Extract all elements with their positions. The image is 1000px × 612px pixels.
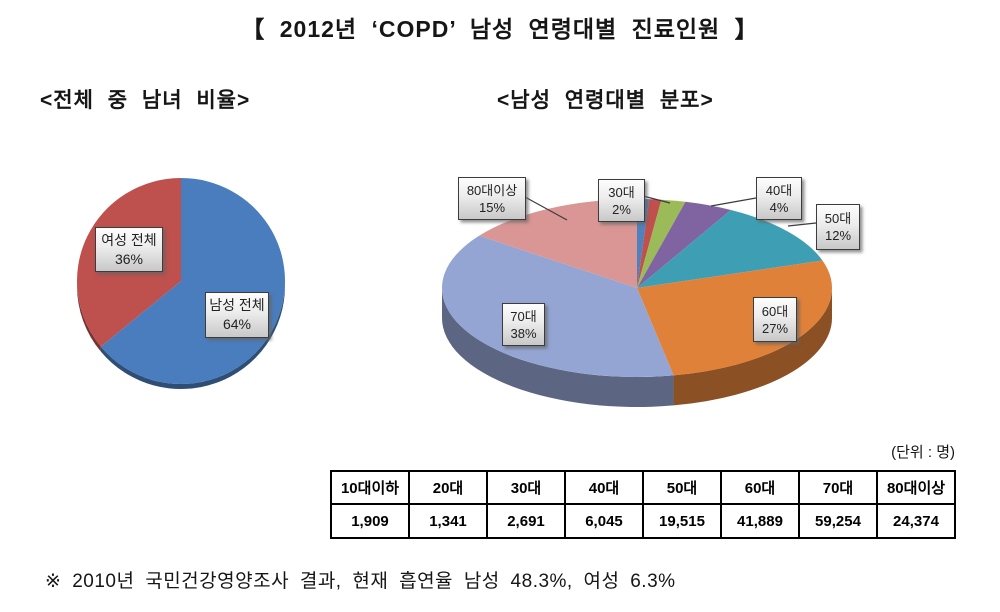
age-data-table: 10대이하 20대 30대 40대 50대 60대 70대 80대이상 1,909 1,341 2… — [330, 470, 956, 539]
pie-slice — [479, 199, 637, 288]
callout-value: 15% — [478, 199, 506, 215]
age-chart-subtitle: <남성 연령대별 분포> — [497, 89, 714, 112]
callout-value: 64% — [222, 316, 252, 332]
callout-male-total: 남성 전체 64% — [205, 292, 269, 338]
callout-leader-line — [524, 196, 568, 221]
callout-label: 60대 — [761, 303, 789, 319]
age-pie-chart — [441, 195, 832, 407]
footnote: ※ 2010년 국민건강영양조사 결과, 현재 흡연율 남성 48.3%, 여성… — [45, 571, 676, 592]
callout-label: 여성 전체 — [101, 231, 157, 248]
callout-label: 80대이상 — [466, 182, 518, 198]
callout-leader-line — [710, 197, 757, 207]
callout-age-70s: 70대 38% — [502, 303, 545, 346]
table-unit-label: (단위 : 명) — [891, 444, 955, 461]
pie-slice-side — [442, 288, 674, 407]
pie-slice — [637, 260, 832, 376]
callout-age-30s: 30대 2% — [598, 179, 645, 222]
callout-value: 36% — [114, 250, 144, 267]
callout-age-60s: 60대 27% — [753, 297, 797, 342]
age-group-header-cell: 60대 — [720, 470, 800, 505]
callout-age-50s: 50대 12% — [816, 204, 860, 250]
pie-slice — [441, 235, 674, 377]
pie-slice-side — [673, 288, 832, 406]
table-value-row: 1,909 1,341 2,691 6,045 19,515 41,889 59,254 24… — [330, 503, 956, 539]
callout-value: 2% — [612, 201, 631, 217]
age-group-header-cell: 80대이상 — [876, 470, 956, 505]
patient-count-cell: 41,889 — [720, 503, 800, 539]
callout-value: 4% — [769, 199, 789, 215]
gender-chart-subtitle: <전체 중 남녀 비율> — [40, 89, 251, 112]
callout-label: 30대 — [608, 184, 635, 200]
callout-value: 38% — [510, 325, 537, 341]
table-header-row: 10대이하 20대 30대 40대 50대 60대 70대 80대이상 — [330, 470, 956, 505]
patient-count-cell: 6,045 — [564, 503, 644, 539]
gender-pie-chart — [76, 178, 285, 389]
age-group-header-cell: 20대 — [408, 470, 488, 505]
patient-count-cell: 19,515 — [642, 503, 722, 539]
age-group-header-cell: 30대 — [486, 470, 566, 505]
callout-female-total: 여성 전체 36% — [95, 227, 163, 272]
callout-leader-line — [642, 195, 671, 204]
pie-slice — [637, 199, 662, 288]
age-group-header-cell: 50대 — [642, 470, 722, 505]
pie-slice — [637, 201, 731, 288]
page-title: 【 2012년 ‘COPD’ 남성 연령대별 진료인원 】 — [241, 16, 759, 42]
callout-leader-line — [787, 222, 817, 227]
age-group-header-cell: 70대 — [798, 470, 878, 505]
pie-slice — [637, 210, 823, 288]
callout-label: 50대 — [824, 211, 852, 226]
patient-count-cell: 2,691 — [486, 503, 566, 539]
pie-slice-side — [77, 281, 101, 352]
callout-age-40s: 40대 4% — [756, 177, 802, 220]
callout-label: 70대 — [510, 308, 537, 324]
age-group-header-cell: 40대 — [564, 470, 644, 505]
patient-count-cell: 1,341 — [408, 503, 488, 539]
callout-label: 남성 전체 — [209, 297, 265, 313]
patient-count-cell: 1,909 — [330, 503, 410, 539]
callout-label: 40대 — [765, 182, 793, 198]
pie-slice — [637, 199, 686, 288]
patient-count-cell: 59,254 — [798, 503, 878, 539]
callout-age-80plus: 80대이상 15% — [458, 177, 526, 220]
age-group-header-cell: 10대이하 — [330, 470, 410, 505]
callout-value: 12% — [824, 228, 852, 243]
patient-count-cell: 24,374 — [876, 503, 956, 539]
callout-value: 27% — [761, 320, 789, 336]
